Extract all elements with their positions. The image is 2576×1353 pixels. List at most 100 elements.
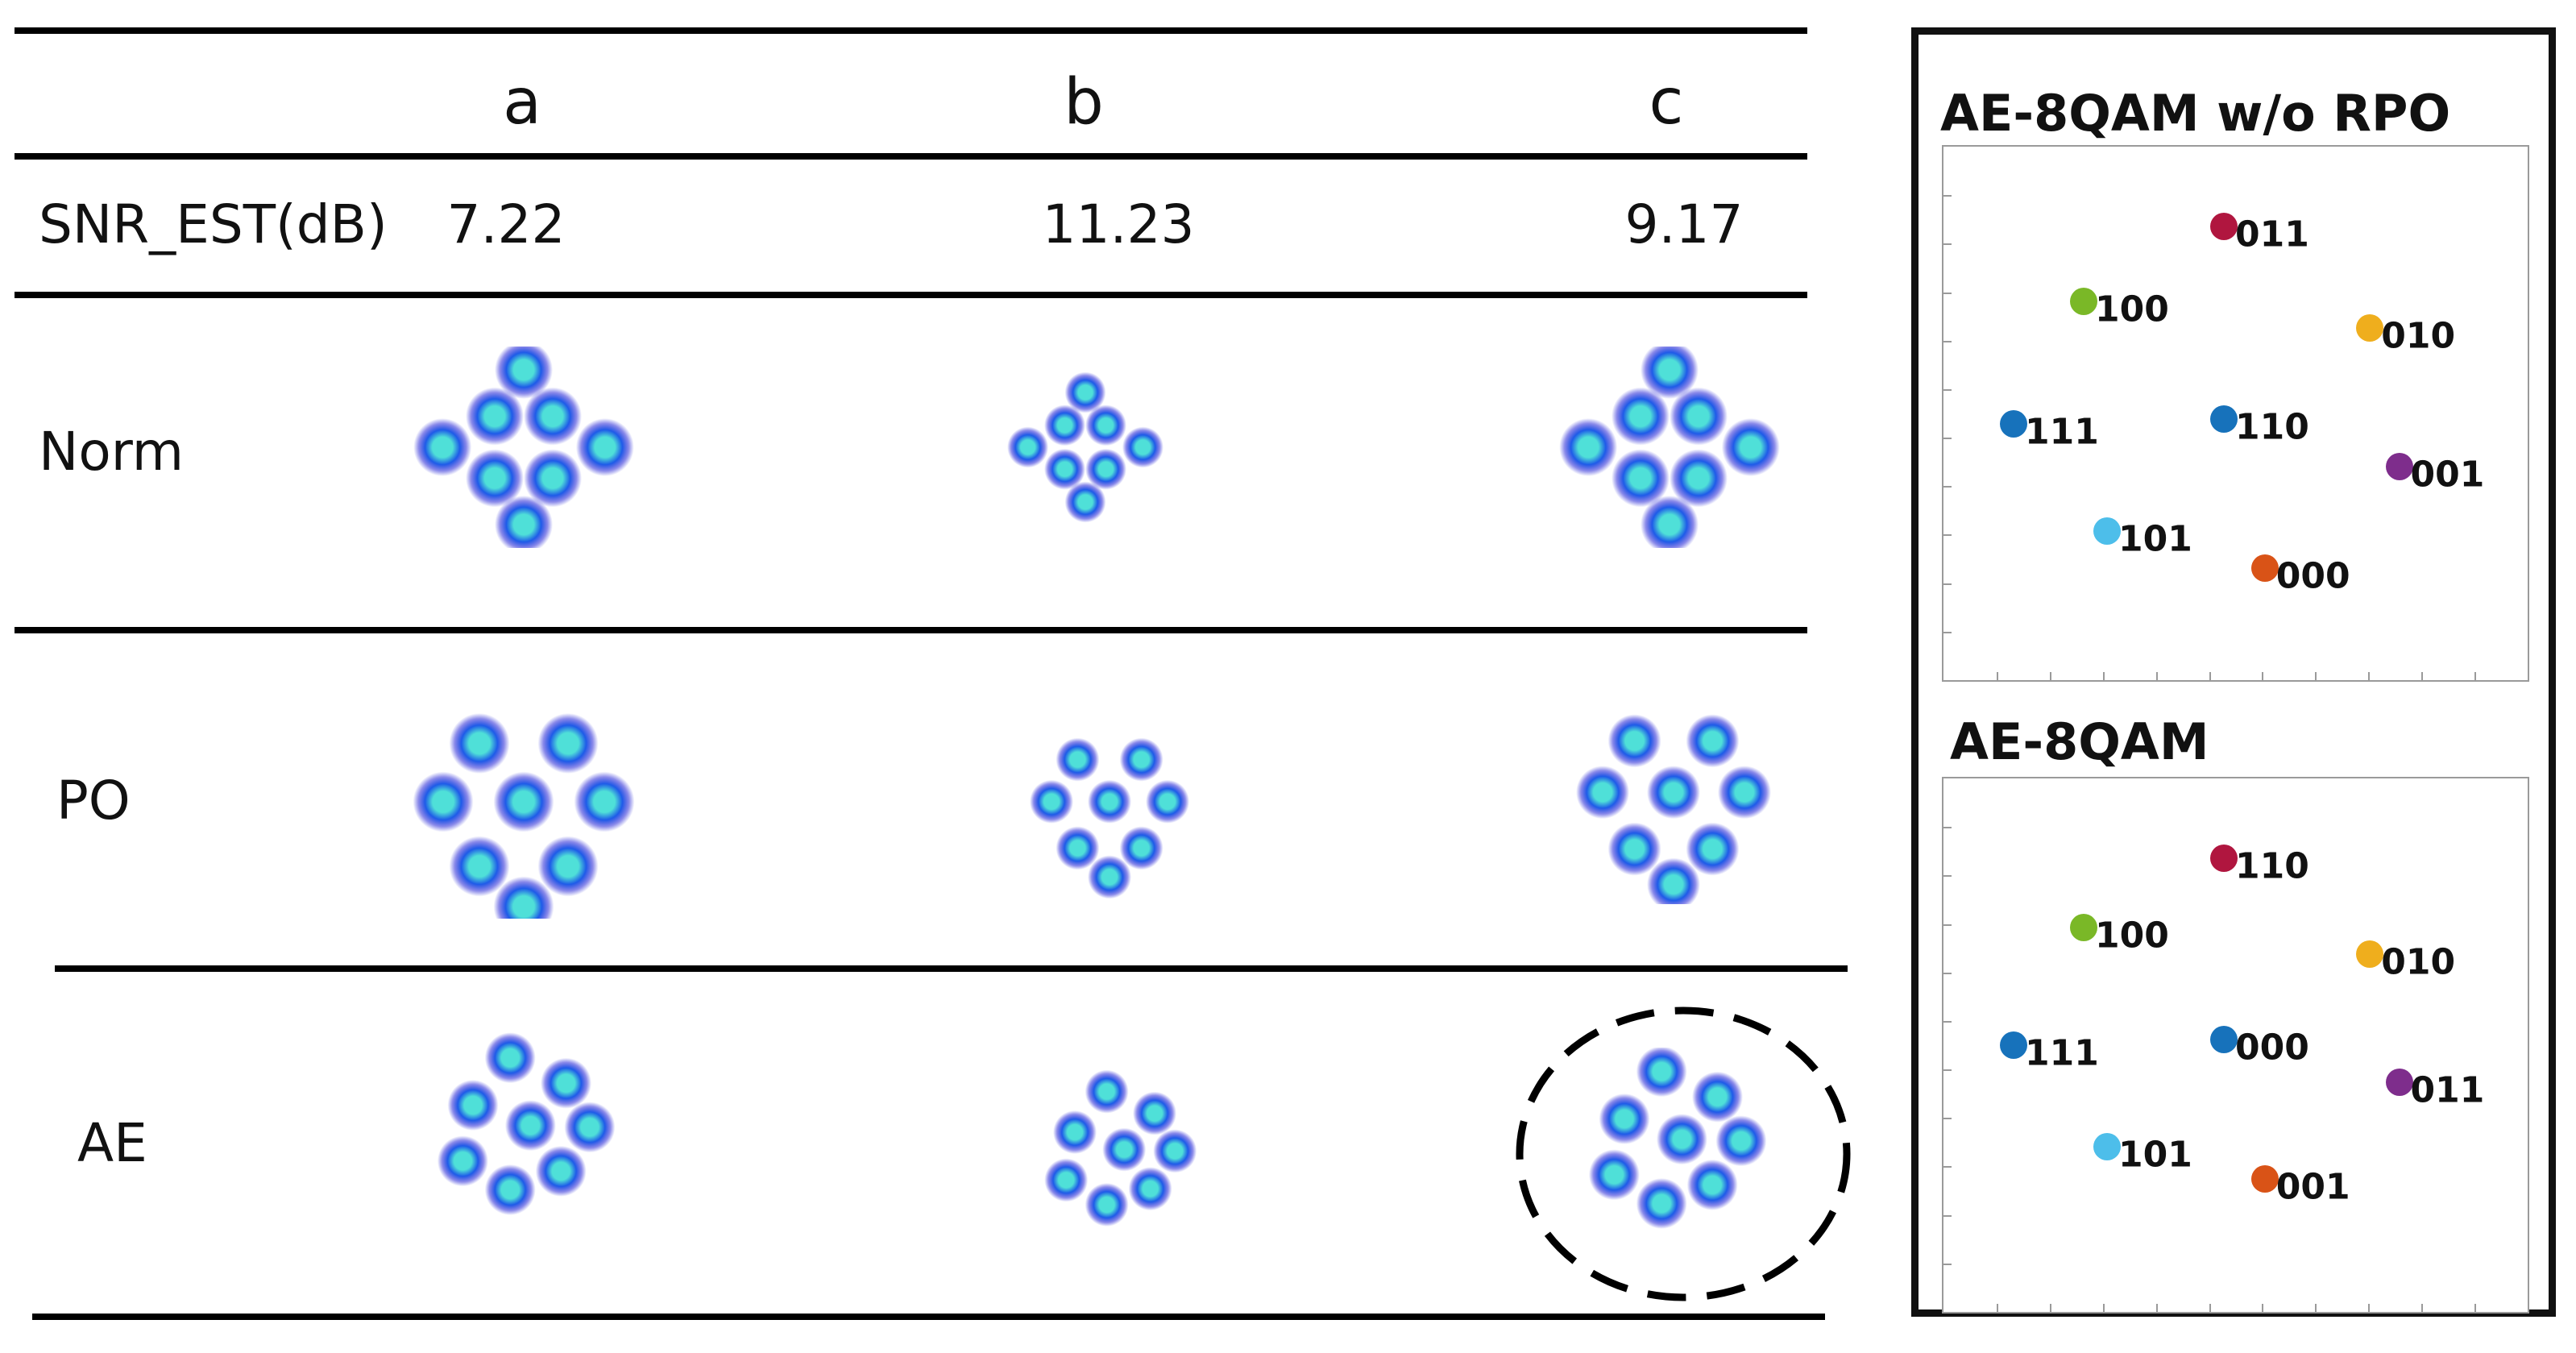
constellation-cluster <box>1559 418 1618 476</box>
constellation-cluster <box>1692 1071 1743 1123</box>
constellation-cluster <box>1053 1110 1097 1154</box>
plot-tick <box>1943 1020 1952 1023</box>
plot-tick <box>1943 388 1952 391</box>
constellation-cluster <box>466 387 524 446</box>
constellation-cluster <box>437 1135 488 1187</box>
constellation-point-label: 000 <box>2275 555 2350 597</box>
constellation-cluster <box>1088 855 1131 899</box>
constellation-point-010 <box>2356 940 2384 969</box>
constellation-point-111 <box>2000 410 2027 438</box>
constellation-point-100 <box>2070 914 2097 942</box>
plot-ae-8qam: 110 100 010 111 000 011 101 001 <box>1942 777 2529 1314</box>
plot-tick <box>2049 672 2051 680</box>
plot-tick <box>2049 1304 2051 1312</box>
constellation-point-100 <box>2070 287 2097 315</box>
constellation-point-111 <box>2000 1031 2027 1059</box>
constellation-point-110 <box>2210 845 2238 873</box>
row-label-po: PO <box>56 770 131 832</box>
constellation-cluster <box>1133 1091 1176 1135</box>
plot-tick <box>1943 972 1952 974</box>
plot-tick <box>2102 1304 2105 1312</box>
plot-tick <box>2315 672 2317 680</box>
constellation-cluster <box>564 1102 616 1153</box>
constellation-cluster <box>1153 1129 1197 1173</box>
constellation-cluster <box>1670 387 1728 446</box>
constellation-cluster <box>1686 1159 1738 1210</box>
constellation-cluster <box>1088 779 1131 824</box>
constellation-point-label: 010 <box>2381 942 2456 984</box>
panel-title-ae-8qam: AE-8QAM <box>1950 712 2209 771</box>
constellation-cluster <box>447 1080 499 1131</box>
constellation-cluster <box>413 771 474 832</box>
highlight-dashed-ellipse <box>1516 1006 1851 1301</box>
constellation-norm-b <box>1007 371 1164 523</box>
constellation-cluster <box>1686 714 1740 768</box>
plot-tick <box>2368 1304 2371 1312</box>
constellation-point-110 <box>2210 405 2238 433</box>
plot-tick <box>2421 1304 2424 1312</box>
plot-tick <box>2474 1304 2477 1312</box>
plot-tick <box>1943 534 1952 537</box>
constellation-cluster <box>413 418 472 476</box>
constellation-point-label: 011 <box>2235 214 2309 255</box>
constellation-point-101 <box>2093 517 2121 545</box>
plot-tick <box>2102 672 2105 680</box>
column-header-c: c <box>1649 66 1684 139</box>
constellation-point-label: 111 <box>2025 411 2099 453</box>
constellation-norm-c <box>1559 347 1780 548</box>
row-label-norm: Norm <box>39 421 185 483</box>
plot-tick <box>1943 438 1952 440</box>
constellation-cluster <box>493 771 554 832</box>
constellation-cluster <box>1721 418 1780 476</box>
constellation-cluster <box>1030 779 1073 824</box>
constellation-cluster <box>1641 347 1699 399</box>
constellation-point-000 <box>2210 1026 2238 1054</box>
constellation-cluster <box>1064 371 1106 413</box>
plot-tick <box>1943 486 1952 488</box>
constellation-cluster <box>466 449 524 508</box>
constellation-cluster <box>1636 1048 1687 1098</box>
constellation-point-label: 001 <box>2410 454 2485 496</box>
plot-tick <box>1943 243 1952 246</box>
constellation-point-label: 100 <box>2095 288 2169 330</box>
constellation-po-b <box>1030 737 1189 899</box>
constellation-cluster <box>524 449 582 508</box>
constellation-cluster <box>1085 448 1126 490</box>
constellation-point-label: 111 <box>2025 1032 2099 1074</box>
plot-wo-rpo: 011 100 010 111 110 001 101 000 <box>1942 145 2529 682</box>
constellation-norm-a <box>413 347 634 548</box>
constellation-cluster <box>484 1164 536 1215</box>
constellation-cluster <box>537 713 599 774</box>
constellation-cluster <box>1085 1069 1129 1114</box>
constellation-point-label: 101 <box>2118 1134 2192 1176</box>
constellation-cluster <box>493 876 554 919</box>
plot-tick <box>2155 1304 2158 1312</box>
plot-tick <box>1943 1069 1952 1072</box>
constellation-point-label: 110 <box>2235 406 2309 448</box>
constellation-cluster <box>1607 822 1661 876</box>
constellation-ae-b <box>1044 1069 1197 1226</box>
table-rule-header <box>15 153 1807 160</box>
constellation-cluster <box>1122 426 1164 468</box>
constellation-cluster <box>504 1100 556 1152</box>
plot-tick <box>1943 292 1952 294</box>
plot-tick <box>2421 672 2424 680</box>
constellation-point-011 <box>2385 1069 2413 1097</box>
constellation-cluster <box>1044 448 1085 490</box>
constellation-cluster <box>1612 449 1670 508</box>
plot-tick <box>2474 672 2477 680</box>
constellation-cluster <box>1607 714 1661 768</box>
constellation-point-label: 110 <box>2235 845 2309 887</box>
constellation-cluster <box>449 713 510 774</box>
constellation-cluster <box>1102 1127 1147 1172</box>
constellation-cluster <box>1044 405 1085 446</box>
constellation-cluster <box>1007 426 1049 468</box>
constellation-cluster <box>1576 766 1629 820</box>
constellation-cluster <box>1588 1149 1640 1201</box>
constellation-cluster <box>1636 1178 1687 1229</box>
plot-tick <box>1943 1166 1952 1168</box>
snr-value-c: 9.17 <box>1624 193 1744 255</box>
constellation-cluster <box>535 1145 587 1197</box>
constellation-cluster <box>541 1057 591 1109</box>
plot-tick <box>1943 1118 1952 1120</box>
